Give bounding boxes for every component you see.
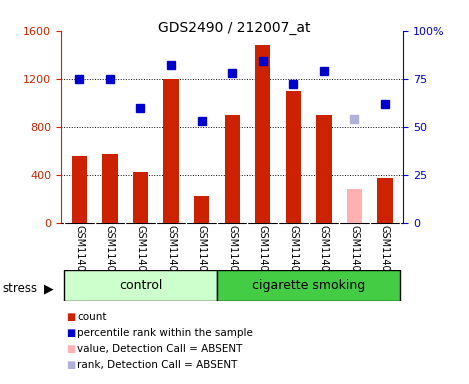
Text: GSM114085: GSM114085	[105, 225, 115, 284]
Text: ■: ■	[66, 360, 75, 370]
Bar	[133, 172, 148, 223]
Text: GSM114081: GSM114081	[319, 225, 329, 284]
Text: value, Detection Call = ABSENT: value, Detection Call = ABSENT	[77, 344, 243, 354]
Text: ■: ■	[66, 344, 75, 354]
Text: ▶: ▶	[44, 282, 53, 295]
Text: GSM114079: GSM114079	[258, 225, 268, 284]
Bar	[194, 196, 209, 223]
Text: cigarette smoking: cigarette smoking	[252, 279, 365, 292]
Bar	[347, 189, 362, 223]
Text: GSM114086: GSM114086	[136, 225, 145, 284]
Bar	[316, 115, 332, 223]
Text: GSM114080: GSM114080	[288, 225, 298, 284]
Text: ■: ■	[66, 328, 75, 338]
Bar	[286, 91, 301, 223]
Bar	[255, 45, 270, 223]
Text: GSM114078: GSM114078	[227, 225, 237, 284]
Bar	[378, 178, 393, 223]
Text: rank, Detection Call = ABSENT: rank, Detection Call = ABSENT	[77, 360, 238, 370]
Text: count: count	[77, 312, 107, 322]
Text: GSM114083: GSM114083	[380, 225, 390, 284]
Text: percentile rank within the sample: percentile rank within the sample	[77, 328, 253, 338]
Bar	[217, 270, 400, 301]
Text: GSM114088: GSM114088	[197, 225, 206, 284]
Text: control: control	[119, 279, 162, 292]
Text: GSM114084: GSM114084	[74, 225, 84, 284]
Bar	[72, 156, 87, 223]
Text: GSM114082: GSM114082	[349, 225, 359, 284]
Text: ■: ■	[66, 312, 75, 322]
Bar	[225, 115, 240, 223]
Bar	[163, 79, 179, 223]
Text: stress: stress	[2, 282, 38, 295]
Bar	[102, 154, 118, 223]
Text: GDS2490 / 212007_at: GDS2490 / 212007_at	[158, 21, 311, 35]
Text: GSM114087: GSM114087	[166, 225, 176, 284]
Bar	[64, 270, 217, 301]
